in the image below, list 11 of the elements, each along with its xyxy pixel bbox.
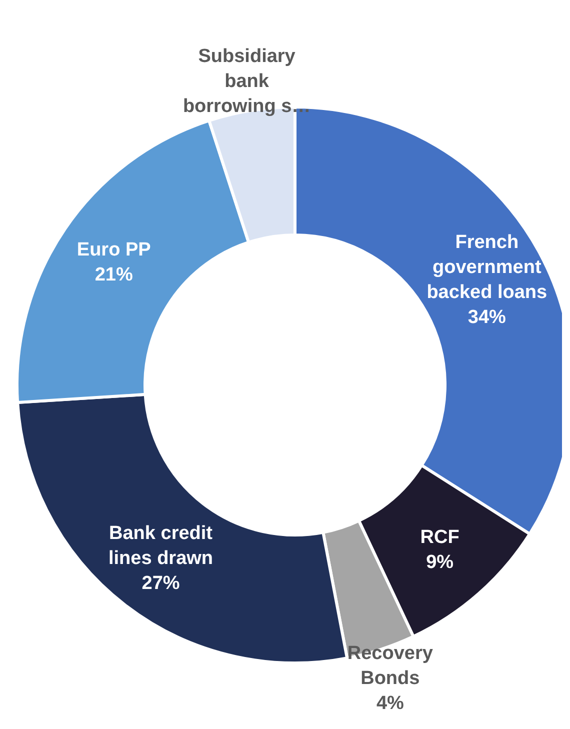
slice-label: Subsidiary bank borrowing s… bbox=[182, 45, 311, 116]
data-label: 34% bbox=[468, 306, 506, 328]
data-label: 9% bbox=[426, 551, 454, 572]
slice-label: RCF bbox=[420, 526, 460, 548]
data-label: 21% bbox=[94, 264, 133, 285]
data-label: 27% bbox=[142, 572, 180, 594]
slice-label: French government backed loans bbox=[426, 231, 548, 302]
slice-label: Bank credit lines drawn bbox=[108, 522, 214, 569]
data-label: 4% bbox=[376, 692, 404, 714]
slice-label: Recovery Bonds bbox=[347, 642, 434, 688]
slice-label: Euro PP bbox=[76, 238, 152, 260]
